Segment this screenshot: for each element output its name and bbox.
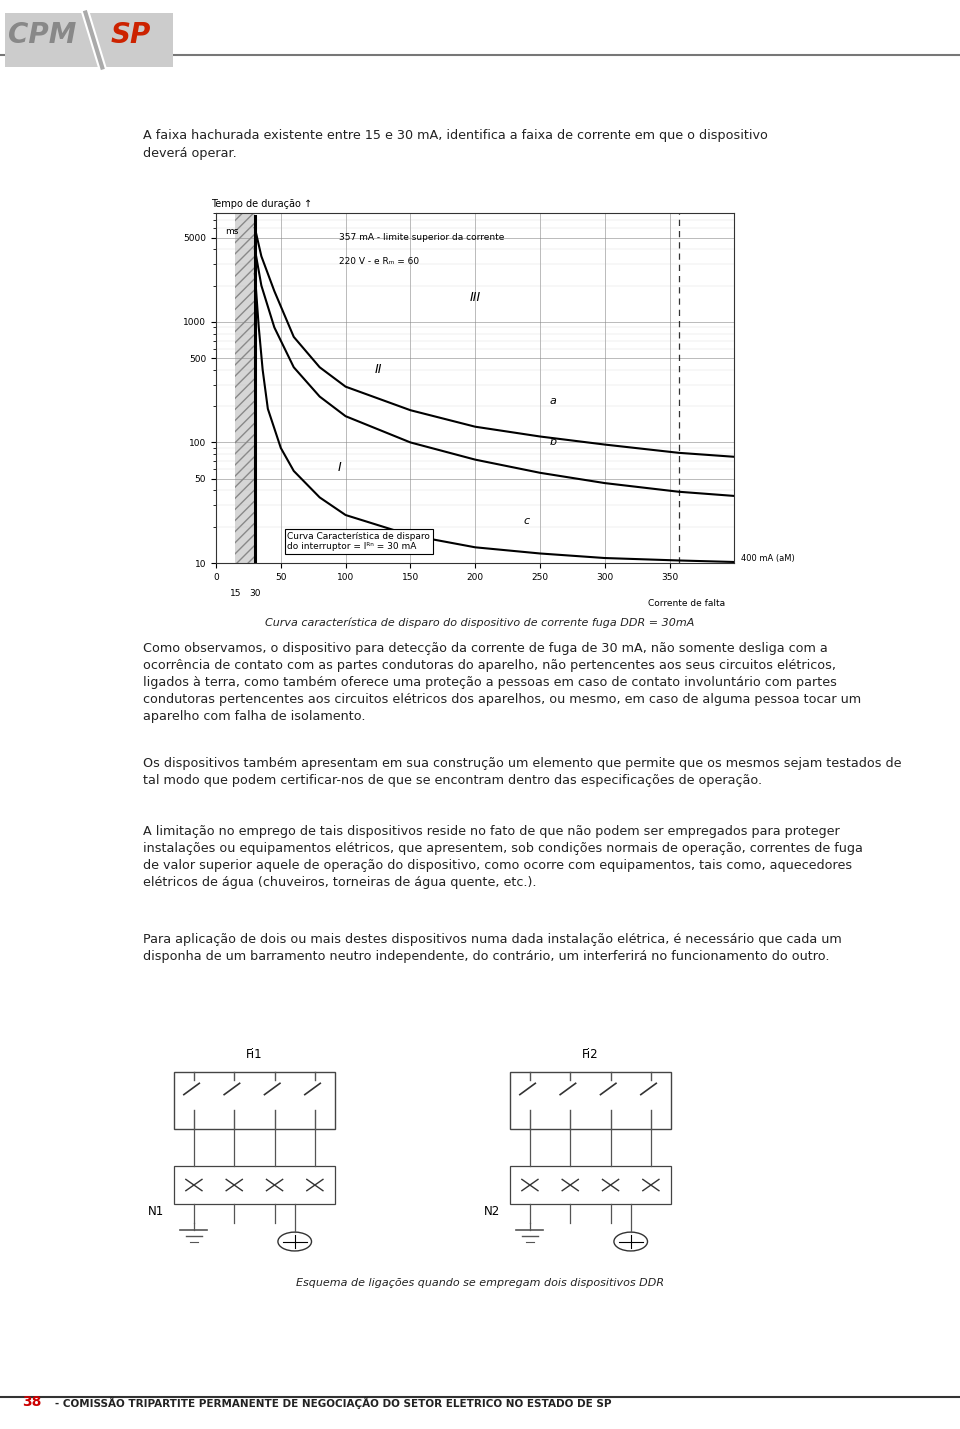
Text: c: c <box>524 516 530 526</box>
Text: ms: ms <box>226 227 239 236</box>
Text: Para aplicação de dois ou mais destes dispositivos numa dada instalação elétrica: Para aplicação de dois ou mais destes di… <box>143 933 842 963</box>
Text: N1: N1 <box>148 1205 163 1218</box>
Text: Tempo de duração ↑: Tempo de duração ↑ <box>211 199 312 209</box>
Text: Os dispositivos também apresentam em sua construção um elemento que permite que : Os dispositivos também apresentam em sua… <box>143 757 901 787</box>
Text: Curva característica de disparo do dispositivo de corrente fuga DDR = 30mA: Curva característica de disparo do dispo… <box>265 617 695 627</box>
Text: N2: N2 <box>484 1205 499 1218</box>
Text: 30: 30 <box>250 589 260 597</box>
Text: Fi1: Fi1 <box>246 1047 263 1060</box>
Text: - COMISSÃO TRIPARTITE PERMANENTE DE NEGOCIAÇÃO DO SETOR ELETRICO NO ESTADO DE SP: - COMISSÃO TRIPARTITE PERMANENTE DE NEGO… <box>55 1398 612 1409</box>
Bar <box>174 1072 335 1129</box>
Text: SP: SP <box>110 20 151 49</box>
Text: Esquema de ligações quando se empregam dois dispositivos DDR: Esquema de ligações quando se empregam d… <box>296 1278 664 1288</box>
Bar <box>510 1072 671 1129</box>
Text: Fi2: Fi2 <box>582 1047 599 1060</box>
Text: 38: 38 <box>22 1395 41 1409</box>
Text: Curva Característica de disparo
do interruptor = Iᴿⁿ = 30 mA: Curva Característica de disparo do inter… <box>287 532 430 552</box>
Text: 400 mA (aM): 400 mA (aM) <box>741 554 795 563</box>
Bar <box>174 1166 335 1203</box>
Bar <box>510 1166 671 1203</box>
Text: b: b <box>549 437 557 447</box>
Text: A limitação no emprego de tais dispositivos reside no fato de que não podem ser : A limitação no emprego de tais dispositi… <box>143 825 863 889</box>
Text: Corrente de falta: Corrente de falta <box>648 599 725 607</box>
Text: CPM: CPM <box>8 20 76 49</box>
Text: III: III <box>469 290 481 303</box>
Text: II: II <box>374 363 382 376</box>
Text: Como observamos, o dispositivo para detecção da corrente de fuga de 30 mA, não s: Como observamos, o dispositivo para dete… <box>143 642 861 723</box>
Text: 357 mA - limite superior da corrente: 357 mA - limite superior da corrente <box>339 233 505 242</box>
Text: 15: 15 <box>229 589 241 597</box>
Text: I: I <box>337 462 341 474</box>
Bar <box>5 13 173 67</box>
Text: A faixa hachurada existente entre 15 e 30 mA, identifica a faixa de corrente em : A faixa hachurada existente entre 15 e 3… <box>143 129 768 160</box>
Text: a: a <box>549 396 557 406</box>
Text: 220 V - e Rₘ = 60: 220 V - e Rₘ = 60 <box>339 257 420 266</box>
